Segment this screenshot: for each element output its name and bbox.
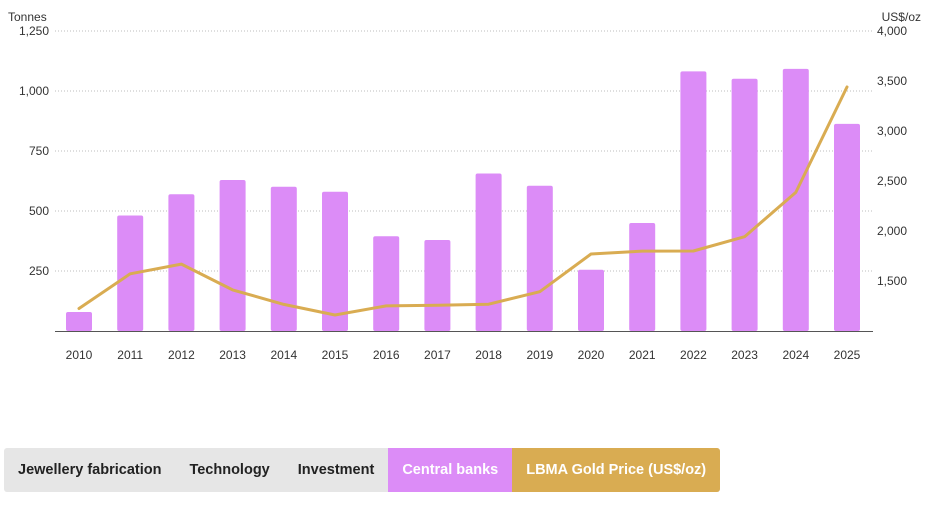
bar-central-banks (731, 78, 758, 331)
bar-central-banks (270, 186, 297, 331)
gold-price-line (77, 85, 849, 317)
x-tick-label: 2022 (680, 348, 707, 362)
bar-central-banks (526, 185, 553, 331)
bar-central-banks (373, 236, 400, 331)
x-axis-ticks: 2010 2011 2012 2013 2014 2015 2016 2017 2018 2019… (66, 348, 861, 362)
left-tick-label: 750 (29, 144, 49, 158)
legend-technology[interactable]: Technology (189, 462, 270, 478)
line-lbma-gold-price (77, 85, 849, 317)
x-tick-label: 2013 (219, 348, 246, 362)
right-axis-ticks: 4,000 3,500 3,000 2,500 2,000 1,500 (877, 24, 907, 288)
x-tick-label: 2023 (731, 348, 758, 362)
right-tick-label: 1,500 (877, 274, 907, 288)
legend-jewellery-fabrication[interactable]: Jewellery fabrication (18, 462, 162, 478)
left-tick-label: 1,250 (19, 24, 49, 38)
x-tick-label: 2021 (629, 348, 656, 362)
series-legend: Jewellery fabrication Technology Investm… (4, 448, 721, 492)
central-banks-bars (66, 68, 860, 332)
bar-central-banks (424, 240, 451, 331)
left-tick-label: 1,000 (19, 84, 49, 98)
left-axis-unit: Tonnes (8, 10, 47, 24)
x-tick-label: 2018 (475, 348, 502, 362)
right-tick-label: 2,000 (877, 224, 907, 238)
left-tick-label: 250 (29, 264, 49, 278)
x-tick-label: 2020 (578, 348, 605, 362)
bar-central-banks (629, 223, 656, 331)
right-tick-label: 3,500 (877, 74, 907, 88)
bar-central-banks (66, 312, 92, 331)
x-tick-label: 2012 (168, 348, 195, 362)
legend-central-banks[interactable]: Central banks (388, 448, 513, 492)
bar-central-banks (219, 180, 246, 331)
gold-demand-chart: Tonnes US$/oz 1,250 1,000 750 500 250 4,000 3… (8, 10, 921, 362)
legend-lbma-gold-price[interactable]: LBMA Gold Price (US$/oz) (512, 448, 721, 492)
x-tick-label: 2011 (117, 348, 143, 362)
bar-central-banks (680, 71, 707, 331)
bar-central-banks (322, 191, 348, 331)
x-tick-label: 2015 (322, 348, 349, 362)
x-tick-label: 2016 (373, 348, 400, 362)
left-axis-ticks: 1,250 1,000 750 500 250 (19, 24, 49, 278)
right-axis-unit: US$/oz (882, 10, 921, 24)
x-tick-label: 2017 (424, 348, 451, 362)
x-tick-label: 2010 (66, 348, 93, 362)
legend-investment[interactable]: Investment (297, 462, 375, 478)
bar-central-banks (834, 123, 860, 331)
x-tick-label: 2019 (526, 348, 553, 362)
right-tick-label: 4,000 (877, 24, 907, 38)
right-tick-label: 3,000 (877, 124, 907, 138)
x-tick-label: 2025 (834, 348, 861, 362)
right-tick-label: 2,500 (877, 174, 907, 188)
bar-central-banks (782, 68, 809, 332)
x-tick-label: 2014 (270, 348, 297, 362)
bar-central-banks (475, 173, 502, 331)
left-tick-label: 500 (29, 204, 49, 218)
bar-central-banks (578, 269, 604, 331)
x-tick-label: 2024 (782, 348, 809, 362)
